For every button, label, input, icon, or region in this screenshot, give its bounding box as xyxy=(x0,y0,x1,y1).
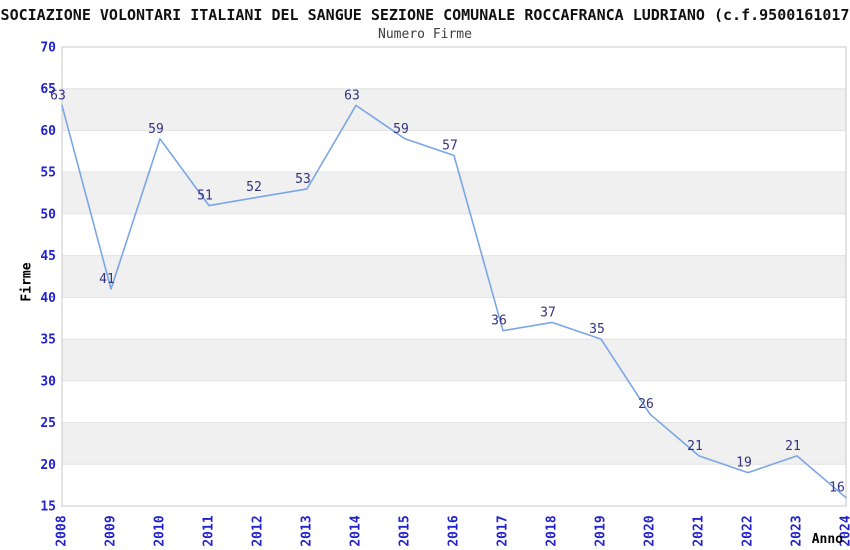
data-point-label: 63 xyxy=(344,88,360,103)
x-tick-label: 2012 xyxy=(251,515,266,546)
y-tick-label: 50 xyxy=(40,207,56,222)
y-tick-label: 25 xyxy=(40,416,56,431)
data-point-label: 36 xyxy=(491,314,507,329)
y-tick-label: 70 xyxy=(40,41,56,56)
x-tick-label: 2009 xyxy=(104,515,119,546)
x-tick-label: 2024 xyxy=(839,515,850,546)
y-tick-label: 30 xyxy=(40,374,56,389)
chart-title: ASSOCIAZIONE VOLONTARI ITALIANI DEL SANG… xyxy=(0,6,850,24)
x-tick-label: 2013 xyxy=(300,515,315,546)
y-tick-label: 60 xyxy=(40,124,56,139)
data-point-label: 35 xyxy=(589,322,605,337)
series-line xyxy=(61,104,847,499)
y-tick-label: 55 xyxy=(40,166,56,181)
plot-band xyxy=(62,339,846,381)
x-tick-label: 2011 xyxy=(202,515,217,546)
data-point-label: 16 xyxy=(829,481,845,496)
y-tick-label: 20 xyxy=(40,458,56,473)
chart-title-clip: ASSOCIAZIONE VOLONTARI ITALIANI DEL SANG… xyxy=(0,6,850,24)
x-axis-title: Anno xyxy=(812,532,843,547)
plot-band xyxy=(62,422,846,465)
y-tick-label: 45 xyxy=(40,249,56,264)
data-point-label: 52 xyxy=(246,180,262,195)
data-point-label: 21 xyxy=(687,439,703,454)
plot-band xyxy=(62,88,846,131)
y-axis-title: Firme xyxy=(20,262,35,301)
x-tick-label: 2010 xyxy=(153,515,168,546)
data-point-label: 19 xyxy=(736,456,752,471)
plot-band xyxy=(62,172,846,214)
x-tick-label: 2017 xyxy=(496,515,511,546)
x-tick-label: 2020 xyxy=(643,515,658,546)
x-tick-label: 2015 xyxy=(398,515,413,546)
data-point-label: 59 xyxy=(393,122,409,137)
x-tick-label: 2019 xyxy=(594,515,609,546)
data-point-label: 41 xyxy=(99,272,115,287)
data-point-label: 57 xyxy=(442,138,458,153)
x-tick-label: 2021 xyxy=(692,515,707,546)
data-point-label: 21 xyxy=(785,439,801,454)
y-tick-label: 35 xyxy=(40,333,56,348)
x-tick-label: 2014 xyxy=(349,515,364,546)
data-point-label: 63 xyxy=(50,88,66,103)
chart-subtitle: Numero Firme xyxy=(378,27,472,42)
data-point-label: 53 xyxy=(295,172,311,187)
x-tick-label: 2008 xyxy=(55,515,70,546)
x-tick-label: 2023 xyxy=(790,515,805,546)
chart-subtitle-clip: Numero Firme xyxy=(0,27,850,43)
plot-band xyxy=(62,255,846,298)
data-point-label: 37 xyxy=(540,305,556,320)
y-tick-label: 65 xyxy=(40,82,56,97)
plot-border xyxy=(61,46,847,507)
data-point-label: 59 xyxy=(148,122,164,137)
y-tick-label: 15 xyxy=(40,500,56,515)
data-point-label: 26 xyxy=(638,397,654,412)
x-tick-label: 2018 xyxy=(545,515,560,546)
y-tick-label: 40 xyxy=(40,291,56,306)
x-tick-label: 2016 xyxy=(447,515,462,546)
x-tick-label: 2022 xyxy=(741,515,756,546)
data-point-label: 51 xyxy=(197,189,213,204)
